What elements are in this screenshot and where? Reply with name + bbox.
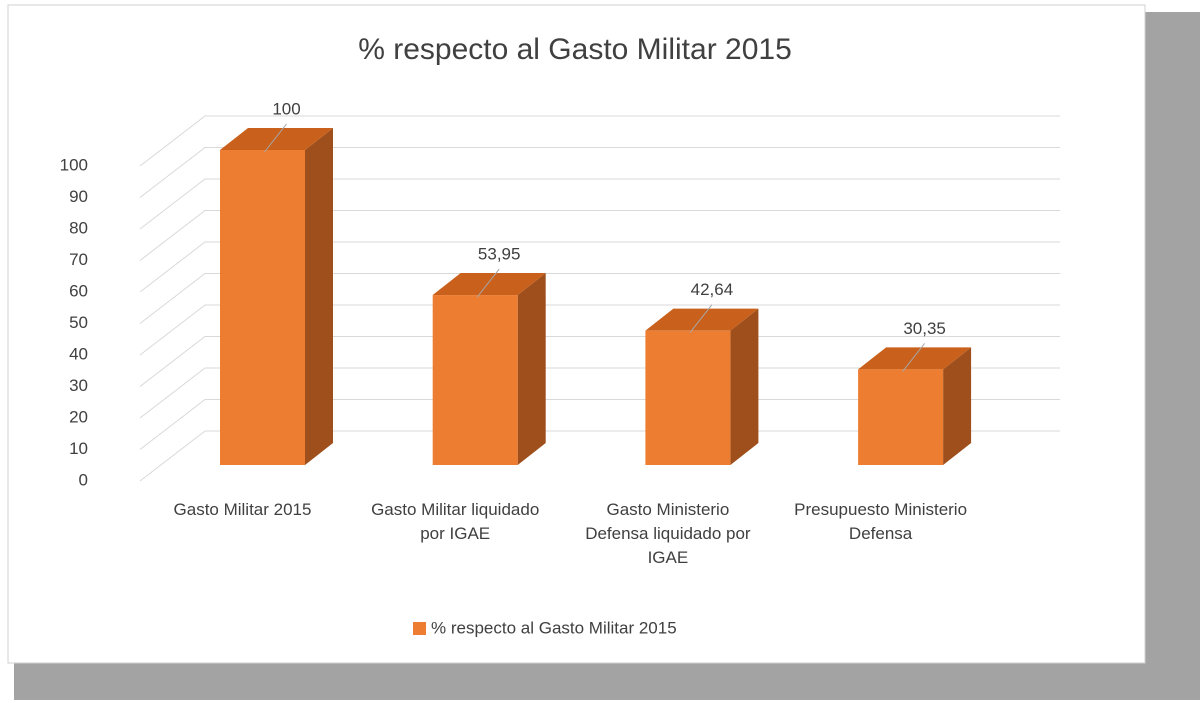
- x-tick-label: Presupuesto Ministerio Defensa: [794, 500, 968, 543]
- y-tick-label: 80: [69, 218, 88, 237]
- bar-side: [730, 308, 759, 465]
- x-tick-label: Gasto Militar liquidado por IGAE: [371, 500, 540, 543]
- chart-area: [7, 4, 1146, 664]
- grid-line: [139, 115, 1060, 167]
- grid-line: [139, 399, 1060, 450]
- bar: [858, 369, 944, 465]
- y-tick-label: 0: [79, 470, 88, 489]
- leader-line: [689, 304, 713, 333]
- grid-line: [139, 178, 1060, 230]
- bar: [645, 330, 731, 465]
- grid-line: [139, 336, 1060, 387]
- leader-line: [902, 343, 925, 372]
- y-tick-label: 20: [69, 407, 88, 426]
- bar-top: [220, 128, 333, 150]
- grid-line: [139, 304, 1060, 356]
- bar-top: [858, 347, 972, 370]
- y-tick-label: 70: [69, 250, 88, 269]
- x-tick-label: Gasto Militar 2015: [173, 500, 312, 519]
- bar-side: [517, 273, 546, 465]
- bar-side: [943, 347, 972, 465]
- chart-title: % respecto al Gasto Militar 2015: [358, 33, 792, 66]
- y-tick-label: 10: [69, 439, 88, 458]
- data-label: 53,95: [478, 245, 521, 264]
- bar-top: [432, 273, 546, 296]
- grid-line: [139, 241, 1060, 293]
- grid-line: [139, 430, 1060, 482]
- y-tick-label: 60: [69, 281, 88, 300]
- legend-label: % respecto al Gasto Militar 2015: [431, 618, 677, 637]
- y-tick-label: 100: [60, 155, 88, 174]
- y-tick-label: 40: [69, 344, 88, 363]
- grid-line: [139, 210, 1060, 261]
- bar: [432, 295, 518, 465]
- y-tick-label: 30: [69, 376, 88, 395]
- data-label: 30,35: [903, 319, 946, 338]
- grid-line: [139, 367, 1060, 419]
- y-tick-label: 50: [69, 313, 88, 332]
- legend-swatch: [413, 622, 426, 635]
- grid-line: [139, 273, 1060, 324]
- bar-side: [305, 128, 333, 465]
- bar-top: [645, 308, 759, 331]
- leader-line: [476, 268, 500, 298]
- x-tick-label: Gasto Ministerio Defensa liquidado por I…: [585, 500, 751, 567]
- y-tick-label: 90: [69, 187, 88, 206]
- grid-line: [139, 147, 1060, 198]
- bar: [220, 150, 305, 465]
- data-label: 100: [272, 99, 300, 118]
- leader-line: [264, 123, 287, 153]
- data-label: 42,64: [691, 280, 734, 299]
